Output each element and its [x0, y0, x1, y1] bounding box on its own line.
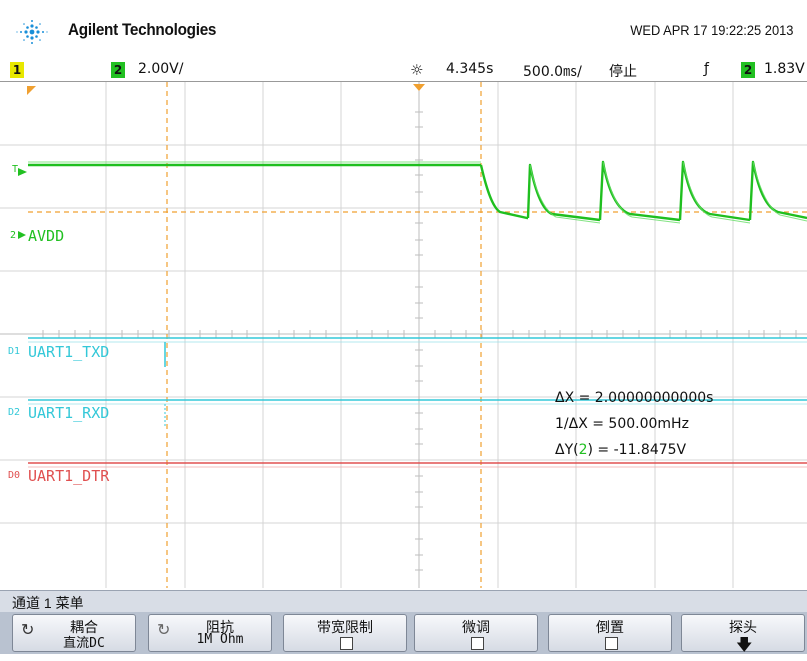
fine-adjust-checkbox[interactable]: [471, 637, 484, 650]
softkey-bar: ↻ 耦合 直流DC ↻ 阻抗 1M Ohm 带宽限制 微调 倒置 探头 🡇: [0, 612, 807, 654]
trigger-level: 1.83V: [764, 61, 805, 77]
arrow-down-icon: 🡇: [736, 637, 753, 654]
agilent-spark-logo-icon: [16, 20, 48, 44]
trigger-edge-icon: ƒ: [704, 61, 709, 77]
digital-label-rxd: UART1_RXD: [28, 404, 110, 422]
bandwidth-limit-softkey[interactable]: 带宽限制: [283, 614, 407, 652]
menu-title: 通道 1 菜单: [12, 595, 84, 611]
fine-adjust-softkey[interactable]: 微调: [414, 614, 538, 652]
channel-2-ground-marker: [18, 231, 26, 239]
date-time: WED APR 17 19:22:25 2013: [629, 22, 793, 38]
digital-label-txd: UART1_TXD: [28, 343, 110, 361]
channel-1-badge[interactable]: 1: [10, 62, 24, 78]
trigger-sun-icon: ☼: [410, 61, 424, 79]
status-bar: 1 2 2.00V/ ☼ 4.345s 500.0㎳/ 停止 ƒ 2 1.83V: [0, 59, 807, 82]
cycle-icon: ↻: [21, 622, 35, 639]
channel-2-scale: 2.00V/: [138, 61, 184, 77]
graticule: [0, 82, 807, 588]
invert-checkbox[interactable]: [605, 637, 618, 650]
timebase: 500.0㎳/: [523, 64, 582, 80]
cursor-delta-x: ΔX = 2.00000000000s: [555, 390, 714, 406]
cycle-icon: ↻: [157, 622, 171, 639]
brand-name: Agilent Technologies: [68, 20, 217, 39]
bandwidth-limit-checkbox[interactable]: [340, 637, 353, 650]
probe-softkey[interactable]: 探头 🡇: [681, 614, 805, 654]
cursor-delta-y: ΔY(2) = -11.8475V: [555, 442, 687, 458]
trigger-position-marker: [27, 86, 36, 95]
cursor-inverse-delta-x: 1/ΔX = 500.00mHz: [555, 416, 689, 432]
header: Agilent Technologies WED APR 17 19:22:25…: [0, 0, 807, 56]
channel-2-marker: 2: [10, 230, 17, 241]
waveform-display: T 2 AVDD D1 UART1_TXD D2 UART1_RXD D0 UA…: [0, 82, 807, 588]
digital-index-txd: D1: [8, 346, 21, 357]
run-state: 停止: [609, 64, 637, 80]
invert-softkey[interactable]: 倒置: [548, 614, 672, 652]
digital-index-dtr: D0: [8, 470, 21, 481]
channel-2-badge[interactable]: 2: [111, 62, 125, 78]
digital-label-dtr: UART1_DTR: [28, 467, 110, 485]
digital-index-rxd: D2: [8, 407, 21, 418]
impedance-softkey[interactable]: ↻ 阻抗 1M Ohm: [148, 614, 272, 652]
trigger-source-badge: 2: [741, 62, 755, 78]
delay-marker: [413, 84, 425, 91]
channel-2-label: AVDD: [28, 227, 65, 245]
coupling-softkey[interactable]: ↻ 耦合 直流DC: [12, 614, 136, 652]
trigger-level-label: T: [12, 164, 19, 175]
menu-title-bar: 通道 1 菜单: [0, 590, 807, 613]
trigger-level-marker: [18, 168, 27, 176]
cursor-lines: [28, 82, 807, 588]
channel-2-trace: [28, 160, 807, 222]
trigger-delay: 4.345s: [446, 61, 494, 77]
